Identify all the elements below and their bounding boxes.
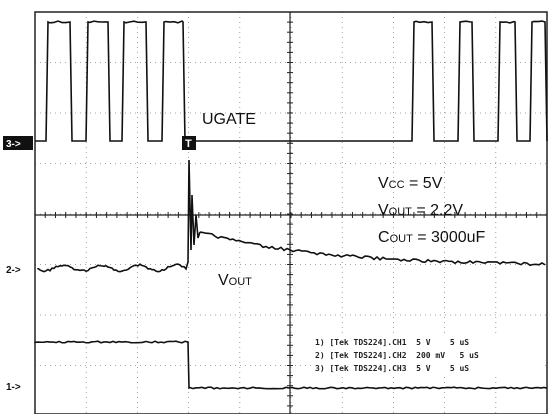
legend-entry: 1) [Tek TDS224].CH1 5 V 5 uS: [315, 338, 469, 347]
ch2-marker: 2->: [6, 265, 21, 276]
ch1-marker: 1->: [6, 382, 21, 393]
trigger-marker: T: [185, 138, 192, 150]
scope-screen: 3-> 2-> 1-> T UGATE VCC = 5V VOUT = 2.2V…: [0, 0, 556, 414]
ch3-marker: 3->: [6, 139, 21, 150]
ugate-label: UGATE: [202, 111, 256, 128]
legend-entry: 3) [Tek TDS224].CH3 5 V 5 uS: [315, 364, 469, 373]
vcc-label: VCC = 5V: [378, 175, 443, 192]
legend-entry: 2) [Tek TDS224].CH2 200 mV 5 uS: [315, 351, 479, 360]
